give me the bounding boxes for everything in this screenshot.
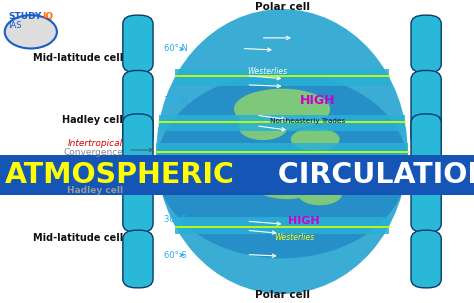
Ellipse shape <box>239 115 287 139</box>
Text: Intertropical: Intertropical <box>68 139 123 148</box>
Text: Mid-latitude cell: Mid-latitude cell <box>33 233 123 243</box>
FancyBboxPatch shape <box>0 155 474 195</box>
FancyBboxPatch shape <box>159 115 405 132</box>
Text: Polar cell: Polar cell <box>255 2 310 12</box>
FancyBboxPatch shape <box>411 157 441 232</box>
Text: Westerlies: Westerlies <box>274 233 314 242</box>
Text: Mid-latitude cell: Mid-latitude cell <box>33 52 123 63</box>
Circle shape <box>5 15 57 48</box>
Text: Convergence: Convergence <box>64 148 123 157</box>
Text: 30° N: 30° N <box>164 96 187 105</box>
Ellipse shape <box>299 183 341 205</box>
FancyBboxPatch shape <box>411 114 441 189</box>
Ellipse shape <box>292 129 339 150</box>
Ellipse shape <box>156 9 408 294</box>
Ellipse shape <box>239 162 268 177</box>
FancyBboxPatch shape <box>175 217 389 234</box>
FancyBboxPatch shape <box>123 157 153 232</box>
Text: Westerlies: Westerlies <box>248 67 288 76</box>
FancyBboxPatch shape <box>123 15 153 73</box>
Text: HIGH: HIGH <box>288 216 319 226</box>
Ellipse shape <box>235 89 329 129</box>
Ellipse shape <box>249 159 325 198</box>
Text: Hadley cell: Hadley cell <box>63 115 123 125</box>
FancyBboxPatch shape <box>123 230 153 288</box>
Text: Polar cell: Polar cell <box>255 290 310 300</box>
FancyBboxPatch shape <box>411 71 441 146</box>
FancyBboxPatch shape <box>411 15 441 73</box>
Text: Hadley cell: Hadley cell <box>67 186 123 195</box>
FancyBboxPatch shape <box>123 71 153 146</box>
FancyBboxPatch shape <box>156 143 408 160</box>
Text: ATMOSPHERIC: ATMOSPHERIC <box>5 161 235 189</box>
FancyBboxPatch shape <box>411 230 441 288</box>
Text: HIGH: HIGH <box>300 94 335 107</box>
Text: 60° S: 60° S <box>164 251 186 260</box>
Text: 60° N: 60° N <box>164 44 187 53</box>
Text: Northeasterly Trades: Northeasterly Trades <box>271 118 346 124</box>
FancyBboxPatch shape <box>123 114 153 189</box>
Text: 30° S: 30° S <box>164 215 186 224</box>
FancyBboxPatch shape <box>159 171 405 188</box>
Ellipse shape <box>156 73 408 258</box>
FancyBboxPatch shape <box>175 69 389 86</box>
Text: STUDY: STUDY <box>9 12 42 21</box>
Text: IAS: IAS <box>9 21 22 30</box>
Text: CIRCULATION: CIRCULATION <box>268 161 474 189</box>
Text: IQ: IQ <box>42 12 53 21</box>
